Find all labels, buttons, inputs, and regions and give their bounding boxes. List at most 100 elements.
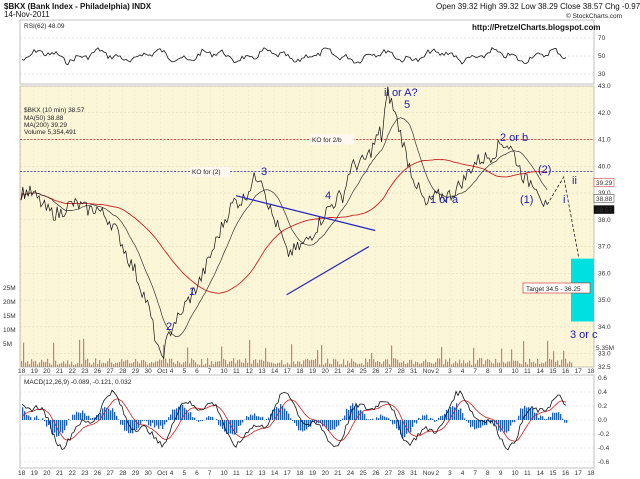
macd-hist-bar xyxy=(120,420,122,425)
macd-tick-label: -0.2 xyxy=(598,431,610,438)
macd-hist-bar xyxy=(160,420,162,426)
wave-label-paren-1: (1) xyxy=(520,194,533,206)
volume-bar xyxy=(235,363,237,367)
x-tick-label: 23 xyxy=(81,470,89,477)
macd-hist-bar xyxy=(262,416,264,420)
macd-hist-bar xyxy=(222,420,224,429)
volume-bar xyxy=(489,359,491,367)
macd-hist-bar xyxy=(206,417,208,420)
macd-hist-bar xyxy=(326,420,328,429)
volume-bar xyxy=(35,360,37,367)
volume-bar xyxy=(553,351,555,367)
macd-hist-bar xyxy=(426,414,428,420)
macd-hist-bar xyxy=(514,420,516,423)
volume-bar xyxy=(79,339,81,367)
volume-tick-label: 15M xyxy=(3,313,16,320)
macd-hist-bar xyxy=(308,420,310,428)
wave-label-paren-2: (2) xyxy=(538,164,551,176)
macd-hist-bar xyxy=(290,418,292,420)
macd-hist-bar xyxy=(188,412,190,420)
wave-label-i: i xyxy=(563,194,565,206)
volume-bar xyxy=(273,363,275,367)
macd-hist-bar xyxy=(442,415,444,420)
volume-bar xyxy=(73,364,75,367)
macd-hist-bar xyxy=(520,408,522,420)
macd-hist-bar xyxy=(22,407,24,420)
macd-hist-bar xyxy=(468,420,470,423)
macd-hist-bar xyxy=(460,408,462,420)
x-tick-label: 4 xyxy=(170,470,174,477)
volume-bar xyxy=(189,363,191,367)
macd-hist-bar xyxy=(342,418,344,420)
macd-hist-bar xyxy=(50,420,52,429)
volume-bar xyxy=(115,362,117,367)
volume-bar xyxy=(109,358,111,367)
price-tick-label: 43.0 xyxy=(598,83,611,90)
volume-bar xyxy=(171,358,173,367)
volume-bar xyxy=(241,362,243,367)
macd-hist-bar xyxy=(362,412,364,420)
x-tick-label: Nov xyxy=(423,470,435,477)
volume-bar xyxy=(281,360,283,367)
volume-bar xyxy=(103,362,105,367)
volume-bar xyxy=(483,364,485,367)
macd-hist-bar xyxy=(56,420,58,437)
volume-bar xyxy=(435,362,437,367)
volume-bar xyxy=(297,361,299,367)
macd-hist-bar xyxy=(208,416,210,420)
macd-hist-bar xyxy=(302,420,304,432)
x-tick-label: 24 xyxy=(347,368,355,375)
chart-date: 14-Nov-2011 xyxy=(4,10,50,19)
volume-tick-label: 25M xyxy=(3,285,16,292)
volume-bar xyxy=(293,361,295,367)
x-tick-label: 31 xyxy=(410,470,418,477)
price-tick-label: 36.0 xyxy=(598,270,611,277)
rsi-panel: RSI(62) 48.09 http://PretzelCharts.blogs… xyxy=(19,19,606,85)
blog-url: http://PretzelCharts.blogspot.com xyxy=(472,23,600,32)
volume-bar xyxy=(343,359,345,367)
volume-bar xyxy=(375,362,377,367)
macd-hist-bar xyxy=(368,419,370,420)
volume-bar xyxy=(39,362,41,367)
volume-bar xyxy=(525,361,527,367)
ma200-line xyxy=(20,159,548,294)
macd-hist-bar xyxy=(292,420,294,421)
volume-bar xyxy=(473,347,475,367)
macd-hist-bar xyxy=(114,412,116,420)
volume-bar xyxy=(563,350,565,367)
macd-hist-bar xyxy=(474,420,476,430)
macd-hist-bar xyxy=(332,420,334,430)
volume-bar xyxy=(407,362,409,367)
macd-hist-bar xyxy=(416,420,418,424)
macd-hist-bar xyxy=(530,408,532,420)
volume-bar xyxy=(311,359,313,367)
volume-bar xyxy=(167,362,169,367)
volume-bar xyxy=(441,347,443,367)
volume-bar xyxy=(517,360,519,367)
volume-bar xyxy=(535,363,537,367)
volume-bar xyxy=(69,364,71,367)
macd-hist-bar xyxy=(464,418,466,420)
macd-hist-bar xyxy=(212,416,214,420)
volume-bar xyxy=(499,362,501,367)
macd-hist-bar xyxy=(540,415,542,420)
macd-hist-bar xyxy=(216,419,218,420)
volume-bar xyxy=(467,362,469,367)
volume-bar xyxy=(547,340,549,367)
volume-bar xyxy=(413,364,415,367)
volume-bar xyxy=(83,338,85,367)
volume-bar xyxy=(27,361,29,367)
wave-label-ii: ii xyxy=(572,175,577,187)
volume-bar xyxy=(331,364,333,367)
volume-bar xyxy=(541,362,543,367)
volume-bar xyxy=(519,363,521,367)
volume-bar xyxy=(431,363,433,367)
x-tick-label: 16 xyxy=(562,368,570,375)
macd-hist-bar xyxy=(356,404,358,420)
volume-bar xyxy=(561,359,563,367)
volume-bar xyxy=(493,363,495,367)
x-tick-label: Nov xyxy=(423,368,435,375)
volume-bar xyxy=(203,364,205,367)
volume-bar xyxy=(487,358,489,367)
